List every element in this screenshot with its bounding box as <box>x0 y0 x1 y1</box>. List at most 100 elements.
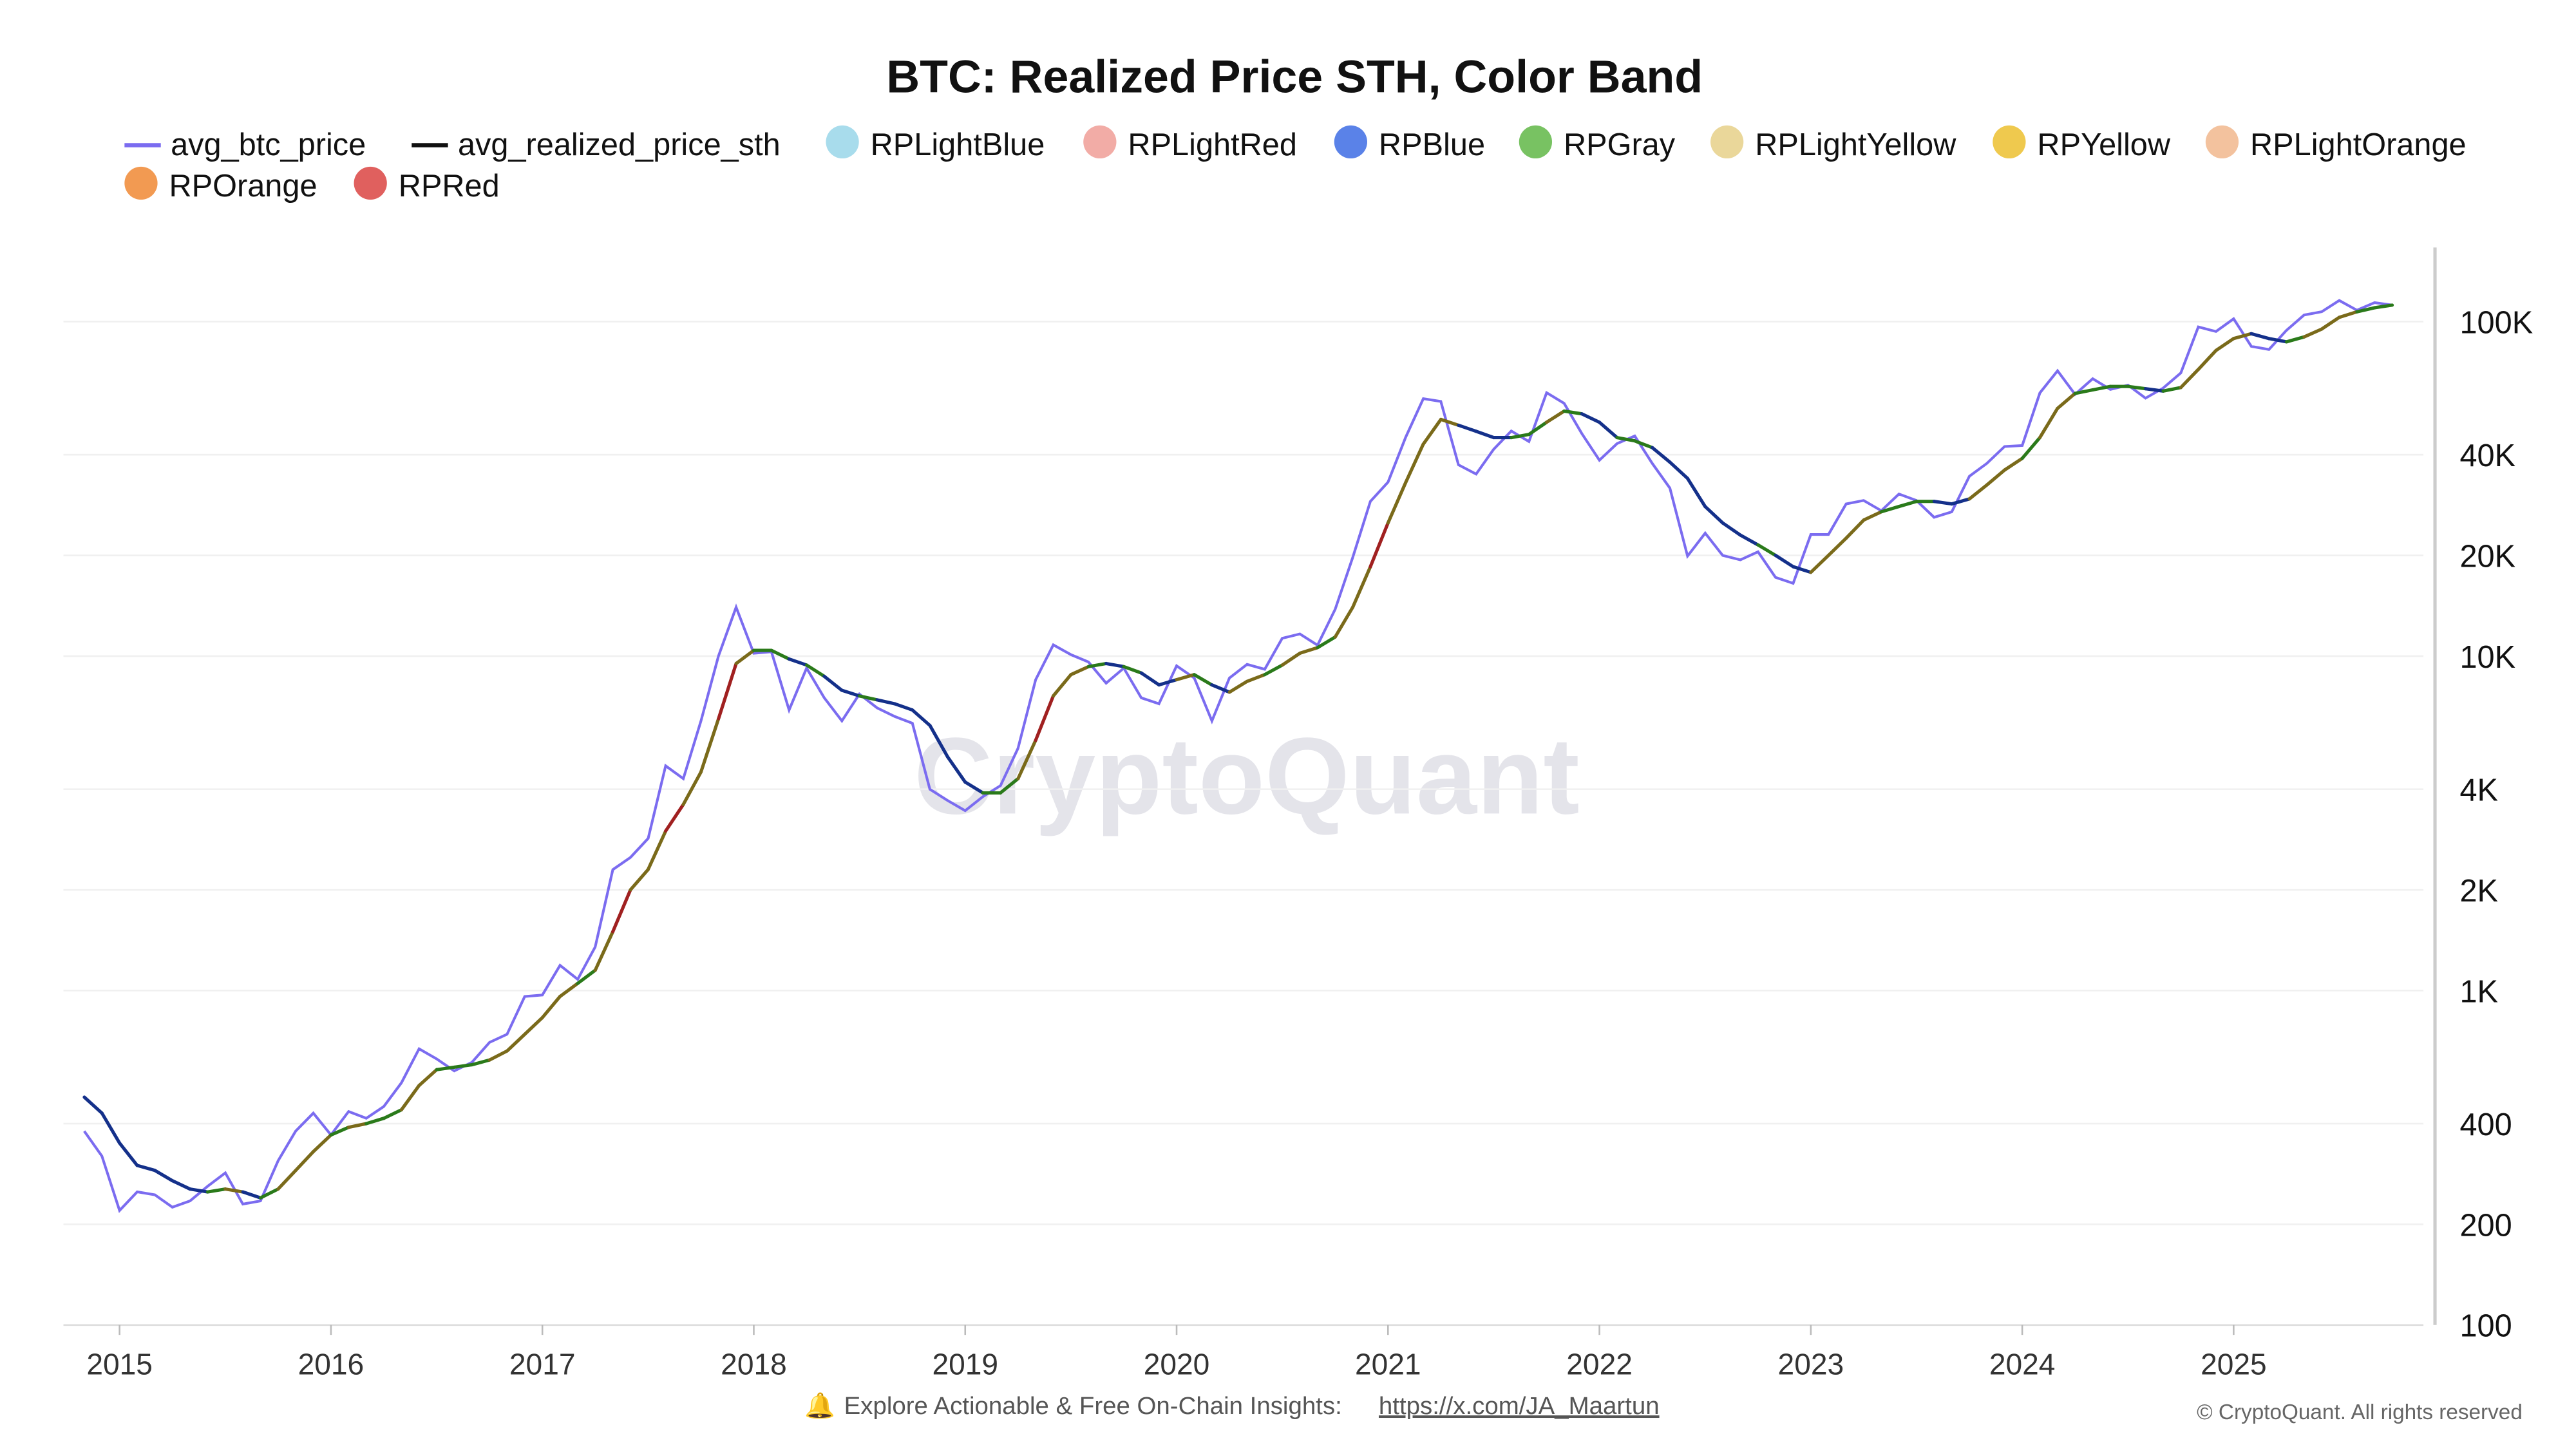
legend-item-RPYellow[interactable]: RPYellow <box>1993 125 2171 162</box>
sth-segment <box>699 717 721 774</box>
sth-segment <box>2056 391 2077 410</box>
sth-segment <box>893 702 914 712</box>
y-ticks: 100 200 400 1K 2K 4K 10K 20K 40K 100K <box>2459 305 2533 1343</box>
legend-item-avg_btc_price[interactable]: avg_btc_price <box>124 127 366 162</box>
legend-label: RPYellow <box>2037 127 2170 162</box>
sth-segment <box>241 1190 263 1200</box>
legend-item-RPLightYellow[interactable]: RPLightYellow <box>1710 125 1956 162</box>
legend-item-RPGray[interactable]: RPGray <box>1519 125 1676 162</box>
legend: avg_btc_price avg_realized_price_sth RPLig… <box>124 125 2467 203</box>
y-tick-label: 400 <box>2459 1108 2512 1142</box>
sth-segment <box>100 1111 122 1145</box>
sth-segment <box>1421 417 1443 446</box>
sth-segment <box>2214 337 2235 352</box>
legend-item-RPLightRed[interactable]: RPLightRed <box>1083 125 1297 162</box>
sth-segment <box>1404 442 1425 485</box>
sth-segment <box>118 1141 139 1167</box>
sth-segment <box>1862 510 1883 522</box>
sth-segment <box>1439 417 1461 427</box>
sth-segment <box>2372 303 2394 310</box>
sth-segment <box>840 688 862 698</box>
sth-segment <box>928 724 949 759</box>
sth-segment <box>452 1063 474 1069</box>
sth-segment <box>1086 661 1108 668</box>
sth-segment <box>1791 565 1813 574</box>
sth-segment <box>312 1133 333 1154</box>
sth-segment <box>1897 500 1918 509</box>
legend-dot-marker <box>826 125 859 159</box>
legend-item-RPBlue[interactable]: RPBlue <box>1334 125 1485 162</box>
legend-label: RPOrange <box>169 169 317 203</box>
sth-segment <box>329 1126 350 1137</box>
sth-segment <box>2302 327 2324 339</box>
sth-segment <box>523 1015 544 1036</box>
sth-segment <box>382 1108 403 1120</box>
sth-segment <box>258 1187 280 1200</box>
legend-dot-marker <box>124 166 158 200</box>
x-tick-label: 2020 <box>1144 1348 1210 1381</box>
x-tick-label: 2022 <box>1566 1348 1633 1381</box>
legend-item-RPRed[interactable]: RPRed <box>354 166 500 203</box>
sth-segment <box>470 1058 491 1067</box>
sth-segment <box>435 1065 456 1071</box>
sth-segment <box>1721 521 1742 537</box>
y-tick-label: 40K <box>2459 438 2515 473</box>
sth-segment <box>1351 565 1372 609</box>
sth-segment <box>2320 316 2342 331</box>
sth-segment <box>2197 348 2218 372</box>
footer: 🔔 Explore Actionable & Free On-Chain Ins… <box>804 1392 2523 1424</box>
sth-segment <box>365 1117 386 1126</box>
sth-segment <box>822 674 844 692</box>
sth-segment <box>1580 412 1602 424</box>
sth-segment <box>82 1095 104 1115</box>
series-avg_realized_price_sth <box>82 303 2394 1200</box>
sth-segment <box>1527 420 1549 437</box>
sth-segment <box>1756 543 1777 558</box>
legend-dot-marker <box>1334 125 1368 159</box>
sth-segment <box>276 1169 298 1191</box>
legend-item-RPLightBlue[interactable]: RPLightBlue <box>826 125 1045 162</box>
x-tick-label: 2021 <box>1355 1348 1421 1381</box>
sth-segment <box>1703 505 1725 525</box>
sth-segment <box>646 829 668 872</box>
sth-segment <box>1562 409 1584 416</box>
legend-item-RPOrange[interactable]: RPOrange <box>124 166 317 203</box>
sth-segment <box>804 663 826 678</box>
x-tick-label: 2015 <box>86 1348 153 1381</box>
sth-segment <box>945 755 967 784</box>
legend-label: RPRed <box>399 169 500 203</box>
sth-segment <box>1651 446 1672 464</box>
sth-segment <box>1016 739 1037 780</box>
legend-label: RPLightYellow <box>1755 127 1956 162</box>
sth-segment <box>417 1068 439 1088</box>
sth-segment <box>1122 665 1143 675</box>
legend-item-avg_realized_price_sth[interactable]: avg_realized_price_sth <box>412 127 781 162</box>
sth-segment <box>558 981 580 999</box>
footer-link[interactable]: https://x.com/JA_Maartun <box>1379 1392 1660 1420</box>
sth-segment <box>2161 386 2183 393</box>
x-ticks: 2015 2016 2017 2018 2019 2020 2021 2022 2023 2024… <box>86 1325 2267 1381</box>
sth-segment <box>1633 439 1654 449</box>
legend-item-RPLightOrange[interactable]: RPLightOrange <box>2205 125 2467 162</box>
legend-dot-marker <box>2205 125 2239 159</box>
sth-segment <box>1985 468 2007 487</box>
sth-segment <box>1175 673 1196 682</box>
sth-segment <box>611 888 632 934</box>
sth-segment <box>1298 646 1320 655</box>
sth-segment <box>294 1149 316 1173</box>
sth-segment <box>1280 651 1302 667</box>
sth-segment <box>681 770 703 806</box>
sth-segment <box>223 1187 245 1194</box>
sth-segment <box>2126 384 2148 391</box>
sth-segment <box>1685 476 1707 509</box>
footer-text: Explore Actionable & Free On-Chain Insig… <box>844 1392 1342 1420</box>
sth-segment <box>171 1179 192 1191</box>
sth-segment <box>2284 335 2306 344</box>
sth-segment <box>1598 420 1619 440</box>
sth-segment <box>1615 436 1636 443</box>
sth-segment <box>1227 679 1249 694</box>
sth-segment <box>1192 673 1214 687</box>
sth-segment <box>576 968 597 985</box>
sth-segment <box>1333 605 1355 639</box>
copyright: © CryptoQuant. All rights reserved <box>2197 1400 2523 1424</box>
